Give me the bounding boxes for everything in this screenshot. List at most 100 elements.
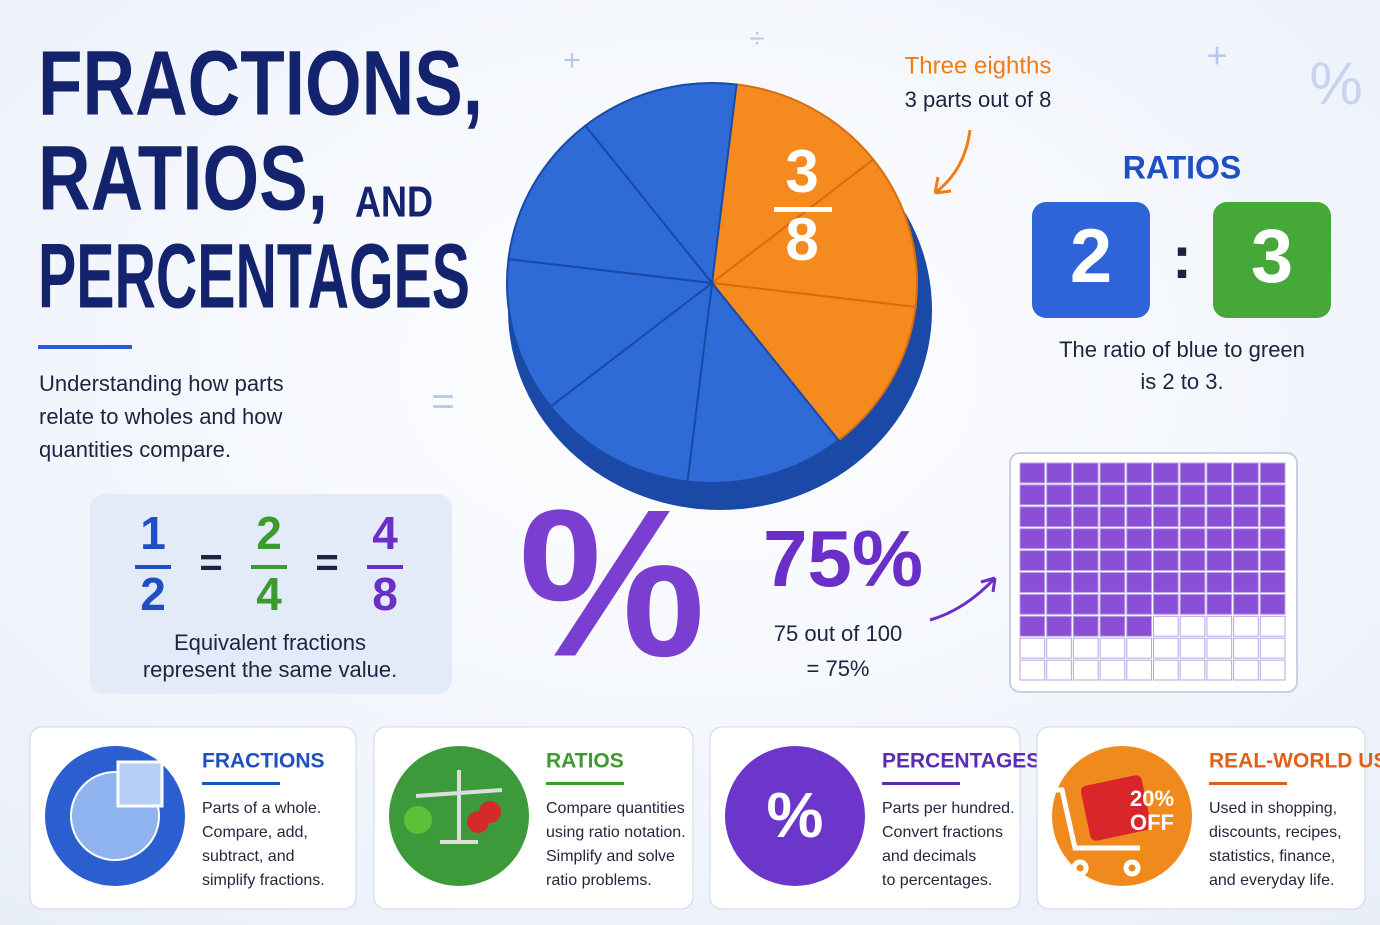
grid-cell xyxy=(1046,659,1072,681)
grid-cell xyxy=(1259,572,1286,593)
grid-cell xyxy=(1099,550,1126,571)
grid-cell xyxy=(1099,659,1126,681)
pie-slice xyxy=(549,280,714,483)
decor: + xyxy=(1206,35,1227,76)
grid-cell xyxy=(1206,484,1233,506)
grid-cell xyxy=(1126,593,1153,615)
grid-cell xyxy=(1179,572,1206,593)
grid-cell xyxy=(1072,506,1099,528)
pie-slice xyxy=(507,124,715,285)
icon-text: % xyxy=(767,779,824,851)
grid-cell xyxy=(1179,593,1206,615)
grid-cell xyxy=(1206,462,1233,484)
grid-cell xyxy=(1233,659,1259,681)
grid-cell xyxy=(1019,637,1046,659)
card-title: FRACTIONS xyxy=(202,750,325,773)
grid-cell xyxy=(1179,484,1206,506)
card-line: using ratio notation. xyxy=(546,824,686,841)
grid-cell xyxy=(1126,506,1153,528)
grid-cell xyxy=(1019,572,1046,593)
numerator: 1 xyxy=(140,507,166,559)
denominator: 8 xyxy=(372,568,398,620)
equivalent-caption: Equivalent fractions xyxy=(174,630,366,655)
percent-caption: 75 out of 100 xyxy=(774,621,902,646)
grid-cell xyxy=(1233,462,1259,484)
icon-art xyxy=(467,811,489,833)
icon-art xyxy=(415,770,503,844)
card-line: subtract, and xyxy=(202,848,295,865)
grid-cell xyxy=(1019,593,1046,615)
grid-cell xyxy=(1046,572,1072,593)
grid-cell xyxy=(1259,659,1286,681)
pie-slice xyxy=(584,82,738,286)
card-line: ratio problems. xyxy=(546,872,652,889)
ratio-right: 3 xyxy=(1251,214,1293,299)
percent-caption: = 75% xyxy=(807,656,870,681)
percent-arrow xyxy=(929,576,997,622)
grid-cell xyxy=(1259,637,1286,659)
grid-cell xyxy=(1206,506,1233,528)
grid-cell xyxy=(1233,615,1259,637)
grid-cell xyxy=(1126,637,1153,659)
grid-cell xyxy=(1233,572,1259,593)
ratio-left: 2 xyxy=(1070,214,1112,299)
icon-art xyxy=(1080,775,1152,841)
card-line: to percentages. xyxy=(882,872,992,889)
pie-slice xyxy=(709,281,917,442)
grid-cell xyxy=(1153,615,1179,637)
grid-cell xyxy=(1046,550,1072,571)
grid-cell xyxy=(1019,615,1046,637)
grid-cell xyxy=(1259,528,1286,550)
card-line: discounts, recipes, xyxy=(1209,824,1342,841)
grid-cell xyxy=(1072,572,1099,593)
pie-label: Three eighths xyxy=(905,52,1052,79)
grid-cell xyxy=(1206,528,1233,550)
grid-cell xyxy=(1019,550,1046,571)
grid-cell xyxy=(1153,528,1179,550)
grid-cell xyxy=(1179,659,1206,681)
ratio-title: RATIOS xyxy=(1123,149,1242,185)
grid-cell xyxy=(1179,615,1206,637)
pie-arrow xyxy=(933,129,972,195)
grid-cell xyxy=(1099,484,1126,506)
grid-cell xyxy=(1179,528,1206,550)
subtitle: quantities compare. xyxy=(39,437,231,462)
grid-cell xyxy=(1233,506,1259,528)
grid-cell xyxy=(1099,593,1126,615)
card-line: Parts per hundred. xyxy=(882,800,1015,817)
subtitle: Understanding how parts xyxy=(39,371,284,396)
grid-cell xyxy=(1072,462,1099,484)
card-underline xyxy=(546,782,624,785)
ratio-separator: : xyxy=(1172,224,1192,291)
card-line: Simplify and solve xyxy=(546,848,675,865)
grid-cell xyxy=(1072,659,1099,681)
grid-cell xyxy=(1099,615,1126,637)
card-underline xyxy=(202,782,280,785)
grid-cell xyxy=(1206,572,1233,593)
grid-cell xyxy=(1153,593,1179,615)
card-line: Parts of a whole. xyxy=(202,800,321,817)
decor: + xyxy=(563,44,581,77)
grid-cell xyxy=(1019,462,1046,484)
grid-cell xyxy=(1046,615,1072,637)
percent-symbol: % xyxy=(519,465,706,700)
decor: = xyxy=(431,380,454,424)
pie-slice xyxy=(709,158,918,309)
grid-cell xyxy=(1019,528,1046,550)
card-underline xyxy=(882,782,960,785)
card-line: Compare quantities xyxy=(546,800,685,817)
card-line: Convert fractions xyxy=(882,824,1003,841)
pie-slice xyxy=(710,83,875,286)
fraction-bar xyxy=(367,565,403,569)
grid-cell xyxy=(1259,593,1286,615)
card-line: and decimals xyxy=(882,848,976,865)
card-title: REAL-WORLD USE xyxy=(1209,750,1380,773)
title-line: AND xyxy=(355,178,433,227)
grid-cell xyxy=(1072,528,1099,550)
pie-slice xyxy=(506,257,715,408)
grid-cell xyxy=(1206,550,1233,571)
card-title: PERCENTAGES xyxy=(882,750,1040,773)
ratio-caption: is 2 to 3. xyxy=(1140,369,1223,394)
icon-art xyxy=(116,760,164,808)
card-line: Compare, add, xyxy=(202,824,308,841)
